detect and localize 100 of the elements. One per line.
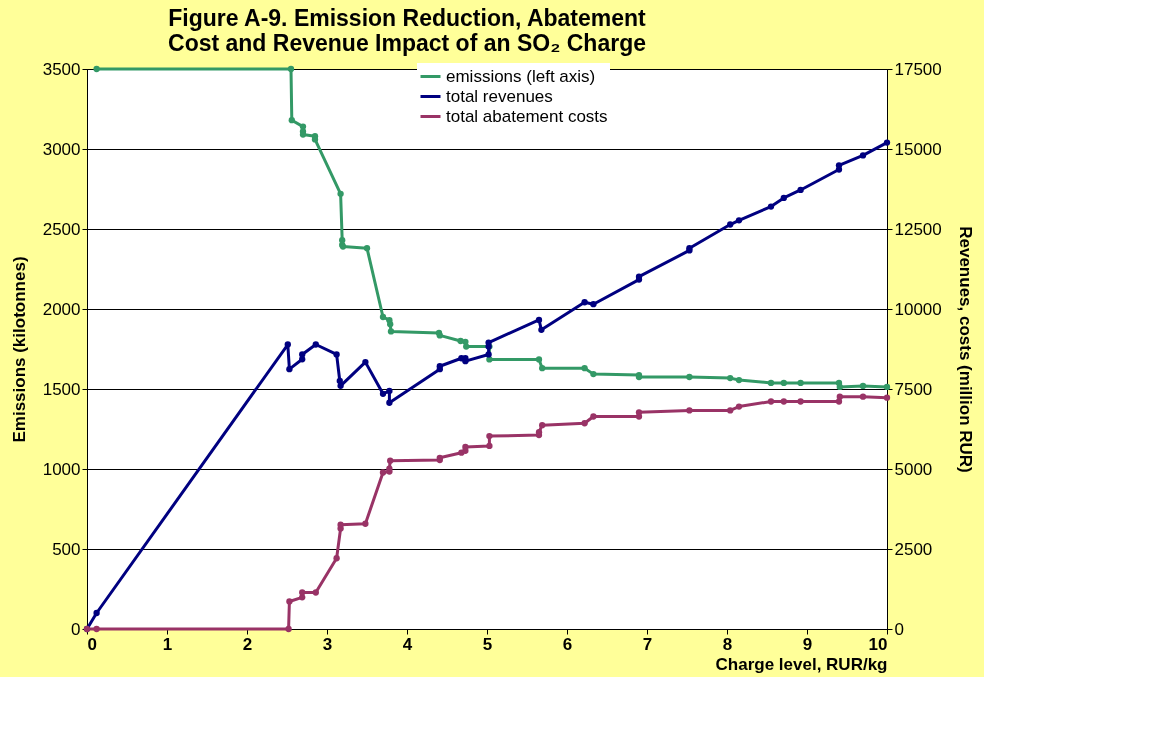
point xyxy=(780,379,787,387)
point xyxy=(486,442,493,450)
point xyxy=(859,393,867,400)
point xyxy=(93,625,100,633)
point xyxy=(288,117,295,124)
legend-label: emissions (left axis) xyxy=(446,66,596,86)
x-tick-label: 8 xyxy=(722,634,733,654)
point xyxy=(797,398,804,405)
point xyxy=(379,390,387,397)
point xyxy=(333,555,340,562)
point xyxy=(386,387,393,395)
point xyxy=(336,377,343,385)
point xyxy=(485,351,492,358)
y-tick-label: 1500 xyxy=(42,379,81,399)
x-tick-label: 7 xyxy=(642,634,653,654)
point xyxy=(836,383,843,391)
point xyxy=(286,598,293,605)
point xyxy=(387,457,394,464)
y-tick-label: 500 xyxy=(52,539,81,559)
point xyxy=(337,521,344,528)
point xyxy=(735,376,743,384)
point xyxy=(797,186,804,194)
point xyxy=(387,321,394,328)
point xyxy=(581,420,588,427)
chart-title: Figure A-9. Emission Reduction, Abatement Cost and Revenue Impact of an SO₂ Charge xyxy=(168,5,647,56)
point xyxy=(287,65,295,73)
point xyxy=(387,328,395,335)
point xyxy=(539,422,546,429)
point xyxy=(362,358,369,366)
x-tick-label: 3 xyxy=(322,634,333,654)
point xyxy=(286,366,293,373)
y2-tick-label: 7500 xyxy=(894,379,933,399)
point xyxy=(299,351,306,358)
point xyxy=(686,407,693,414)
point xyxy=(767,398,775,405)
point xyxy=(93,65,100,73)
point xyxy=(363,245,371,252)
point xyxy=(735,217,743,224)
point xyxy=(686,373,693,381)
point xyxy=(590,413,597,420)
point xyxy=(463,343,470,350)
point xyxy=(485,339,492,346)
point xyxy=(539,365,546,372)
point xyxy=(337,382,344,389)
x-tick-label: 6 xyxy=(562,634,573,654)
point xyxy=(312,341,319,348)
point xyxy=(859,152,867,159)
legend-label: total abatement costs xyxy=(446,106,608,126)
point xyxy=(590,301,597,308)
point xyxy=(727,221,734,228)
point xyxy=(581,365,588,372)
point xyxy=(312,589,319,596)
point xyxy=(538,326,545,333)
point xyxy=(883,139,891,146)
y-tick-label: 1000 xyxy=(42,459,81,479)
y2-tick-label: 10000 xyxy=(894,299,942,319)
point xyxy=(386,399,393,406)
point xyxy=(780,398,787,405)
point xyxy=(93,609,100,617)
point xyxy=(859,382,867,390)
x-tick-label: 9 xyxy=(802,634,813,654)
y2-axis-title: Revenues, costs (million RUR) xyxy=(955,226,975,473)
point xyxy=(486,432,493,440)
point xyxy=(285,625,292,633)
point xyxy=(727,407,734,414)
point xyxy=(362,520,369,527)
x-tick-label: 0 xyxy=(87,634,97,654)
x-tick-label: 5 xyxy=(482,634,493,654)
y-tick-label: 0 xyxy=(71,619,81,639)
point xyxy=(835,162,843,169)
y-tick-label: 2500 xyxy=(42,219,81,239)
y-tick-label: 3500 xyxy=(42,59,81,79)
y2-tick-label: 2500 xyxy=(894,539,933,559)
y2-tick-label: 0 xyxy=(894,619,904,639)
x-tick-label: 2 xyxy=(242,634,253,654)
point xyxy=(767,379,775,387)
y-tick-label: 2000 xyxy=(42,299,81,319)
point xyxy=(883,394,891,401)
point xyxy=(284,341,291,348)
point xyxy=(333,351,340,358)
point xyxy=(797,379,804,387)
point xyxy=(299,589,306,596)
legend-label: total revenues xyxy=(446,86,553,106)
y2-tick-label: 17500 xyxy=(894,59,942,79)
x-tick-label: 1 xyxy=(162,634,173,654)
point xyxy=(379,313,387,321)
point xyxy=(635,409,643,416)
point xyxy=(590,370,597,378)
x-axis-title: Charge level, RUR/kg xyxy=(715,654,888,674)
point xyxy=(535,356,543,363)
point xyxy=(735,403,743,410)
point xyxy=(535,316,543,324)
y-axis-title: Emissions (kilotonnes) xyxy=(9,256,29,443)
point xyxy=(379,469,387,476)
point xyxy=(767,203,775,210)
point xyxy=(337,190,344,197)
y2-tick-label: 12500 xyxy=(894,219,942,239)
point xyxy=(836,393,843,400)
y-tick-label: 3000 xyxy=(42,139,81,159)
point xyxy=(581,299,588,306)
